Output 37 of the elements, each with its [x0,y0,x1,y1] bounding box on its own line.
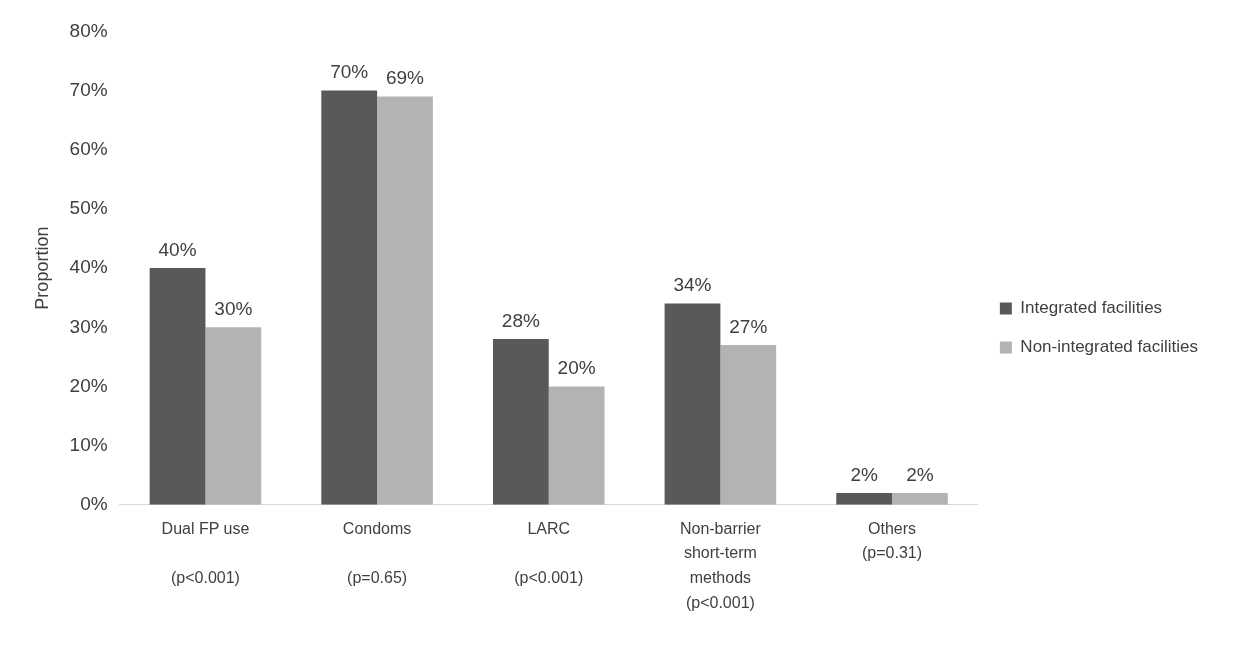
y-axis-title: Proportion [31,226,52,310]
y-tick-label: 30% [69,315,108,337]
data-label: 2% [850,463,878,485]
y-tick-label: 20% [69,374,108,396]
data-label: 30% [214,298,253,320]
data-label: 40% [158,238,197,260]
bar [720,345,777,505]
bar [321,90,378,505]
y-tick-label: 50% [69,197,108,219]
data-label: 2% [906,463,934,485]
bar [548,386,605,505]
bar [836,492,893,505]
category-label: LARC (p<0.001) [514,519,584,587]
data-label: 20% [557,357,596,379]
y-tick-label: 80% [69,19,108,41]
category-label: Dual FP use (p<0.001) [161,519,250,587]
data-label: 34% [673,274,712,296]
bar [664,303,721,505]
legend-label: Integrated facilities [1020,298,1163,318]
bar [492,339,549,505]
x-tick-label: Non-barrier short-term methods (p<0.001) [679,519,762,612]
bar [205,327,262,505]
y-tick-label: 40% [69,256,108,278]
bar [149,268,206,505]
x-tick-label: Others (p=0.31) [862,519,923,562]
data-label: 69% [385,67,425,89]
legend-label: Non-integrated facilities [1020,337,1199,357]
y-tick-label: 60% [69,137,108,159]
data-label: 70% [330,61,369,83]
y-tick-label: 0% [80,493,108,515]
category-label: Condoms (p=0.65) [342,519,412,587]
data-label: 27% [729,315,768,337]
y-tick-label: 10% [69,433,108,455]
bar [377,96,433,505]
bar [892,492,948,505]
y-tick-label: 70% [69,78,108,100]
data-label: 28% [501,309,540,331]
